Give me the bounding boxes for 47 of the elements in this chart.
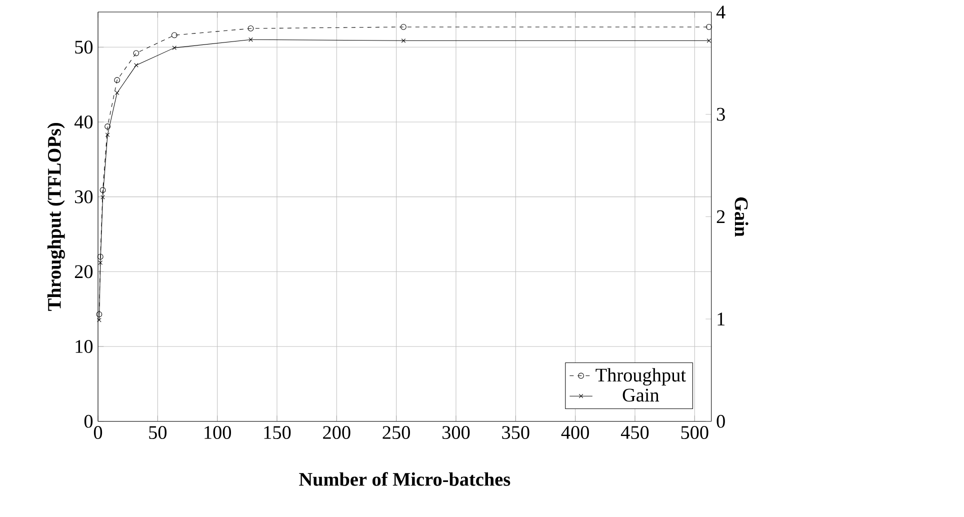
y2-tick-label: 3 [716,108,725,121]
point [114,90,120,95]
point [100,187,106,193]
point [105,132,110,137]
legend-label: Throughput [596,368,686,386]
x-tick-label: 300 [442,426,470,439]
x-tick-label: 250 [382,426,410,439]
point [134,62,138,68]
point [114,77,120,83]
y-tick-label: 40 [74,115,93,128]
point [706,38,712,43]
x-tick-label: 200 [323,426,350,439]
x-tick-label: 400 [561,426,589,439]
x-tick-label: 450 [620,426,649,439]
y2-tick-label: 4 [716,6,726,18]
point [100,194,105,200]
y2-tick-label: 0 [716,414,725,428]
x-tick-label: 0 [94,426,102,439]
y-tick-label: 30 [75,190,93,204]
x-tick-label: 500 [681,426,708,439]
y2-tick-label: 1 [718,312,724,326]
point [401,38,406,43]
x-tick-label: 350 [502,426,530,439]
point [706,24,712,30]
y-tick-label: 50 [75,40,93,54]
y-axis-title: Throughput (TFLOPs) [47,122,65,311]
x-axis-title: Number of Micro-batches [299,472,510,486]
point [248,25,254,32]
point [172,46,177,50]
y-tick-label: 20 [74,265,93,278]
y-tick-label: 0 [84,414,93,428]
legend-label: Gain [622,388,660,402]
x-tick-label: 50 [149,426,167,439]
x-tick-label: 100 [204,426,231,439]
point [248,37,253,42]
point [133,50,140,56]
point [171,32,178,38]
point [104,123,110,130]
point [96,311,102,318]
x-tick-label: 150 [264,426,291,439]
y2-tick-label: 2 [716,210,725,223]
point [97,254,104,260]
point [98,260,103,265]
y2-axis-title: Gain [734,197,748,237]
y-tick-label: 10 [76,340,93,353]
point [97,318,102,322]
point [400,24,406,30]
